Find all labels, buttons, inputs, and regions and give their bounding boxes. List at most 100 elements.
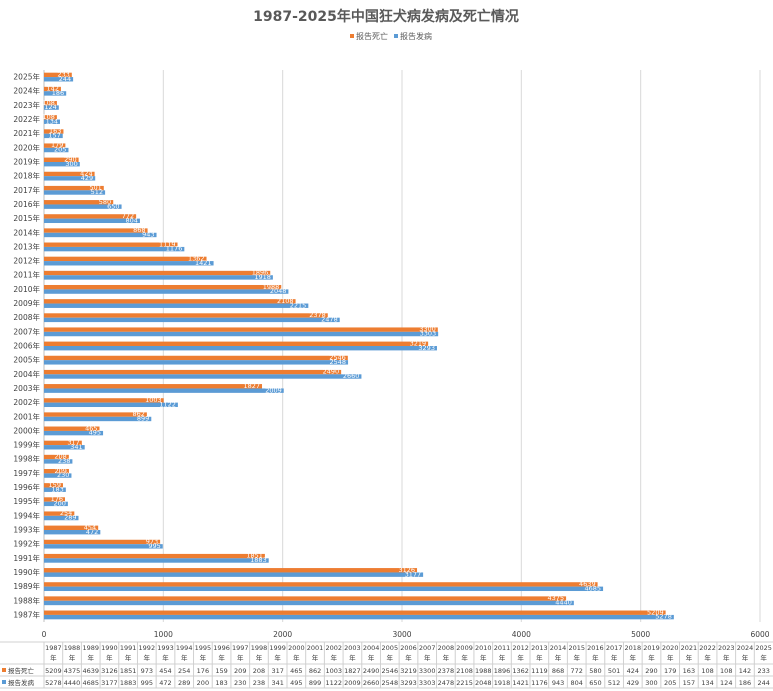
table-value: 943 xyxy=(552,679,564,687)
legend-swatch-1 xyxy=(394,34,398,38)
data-label: 501 xyxy=(89,184,101,192)
data-label: 868 xyxy=(133,226,145,234)
table-value: 868 xyxy=(552,667,564,675)
table-value: 3177 xyxy=(101,679,118,687)
table-value: 580 xyxy=(589,667,601,675)
data-label: 186 xyxy=(52,89,64,97)
bar-death xyxy=(44,284,282,290)
table-header-suffix: 年 xyxy=(573,653,580,662)
table-header-suffix: 年 xyxy=(443,653,450,662)
table-header: 1987 xyxy=(45,644,62,652)
bar-incidence xyxy=(44,388,284,393)
table-header: 1999 xyxy=(269,644,286,652)
table-header-suffix: 年 xyxy=(293,653,300,662)
y-tick-label: 1995年 xyxy=(13,496,40,506)
legend: 报告死亡 报告发病 xyxy=(350,31,432,41)
table-value: 3126 xyxy=(101,667,118,675)
data-label: 254 xyxy=(60,509,72,517)
table-header-suffix: 年 xyxy=(69,653,76,662)
table-value: 233 xyxy=(757,667,769,675)
y-tick-label: 2003年 xyxy=(13,383,40,393)
bar-incidence xyxy=(44,487,66,492)
bar-death xyxy=(44,483,63,488)
bar-death xyxy=(44,185,104,191)
data-label: 995 xyxy=(148,542,160,550)
y-tick-label: 2023年 xyxy=(13,100,40,110)
bar-incidence xyxy=(44,614,674,620)
bar-death xyxy=(44,610,666,615)
data-label: 124 xyxy=(44,103,56,111)
table-series-name: 报告发病 xyxy=(8,678,35,687)
bar-death xyxy=(44,539,161,545)
bar-incidence xyxy=(44,402,178,408)
y-tick-label: 1990年 xyxy=(13,567,40,577)
table-value: 1918 xyxy=(494,679,511,687)
table-header-suffix: 年 xyxy=(555,653,562,662)
data-label: 1896 xyxy=(252,269,269,277)
table-value: 209 xyxy=(234,667,246,675)
y-tick-label: 1992年 xyxy=(13,539,40,549)
table-header: 1998 xyxy=(251,644,268,652)
data-label: 5209 xyxy=(647,608,664,616)
table-header-suffix: 年 xyxy=(312,653,319,662)
table-header: 2003 xyxy=(344,644,361,652)
data-label: 289 xyxy=(64,514,76,522)
data-label: 2108 xyxy=(277,297,294,305)
table-value: 4685 xyxy=(82,679,99,687)
table-series-swatch xyxy=(2,668,6,672)
bar-incidence xyxy=(44,360,349,365)
table-value: 4639 xyxy=(82,667,99,675)
table-header: 1990 xyxy=(101,644,118,652)
data-label: 179 xyxy=(51,141,63,149)
table-value: 2478 xyxy=(438,679,455,687)
table-value: 108 xyxy=(701,667,713,675)
data-label: 134 xyxy=(46,117,58,125)
data-label: 290 xyxy=(64,155,76,163)
table-header: 2022 xyxy=(699,644,716,652)
table-header: 2019 xyxy=(643,644,660,652)
table-header: 2021 xyxy=(681,644,698,652)
table-value: 208 xyxy=(253,667,265,675)
y-tick-label: 1996年 xyxy=(13,482,40,492)
table-header-suffix: 年 xyxy=(200,653,207,662)
bar-incidence xyxy=(44,586,604,592)
table-header: 2007 xyxy=(419,644,436,652)
bar-incidence xyxy=(44,572,424,577)
data-label: 899 xyxy=(137,415,149,423)
bar-death xyxy=(44,200,114,205)
data-label: 244 xyxy=(59,75,71,83)
table-value: 2108 xyxy=(456,667,473,675)
table-header: 1996 xyxy=(213,644,230,652)
table-value: 159 xyxy=(215,667,227,675)
data-label: 512 xyxy=(91,188,103,196)
data-label: 1827 xyxy=(243,382,260,390)
data-label: 1918 xyxy=(254,273,271,281)
data-label: 2548 xyxy=(330,358,347,366)
table-value: 142 xyxy=(739,667,751,675)
table-value: 2660 xyxy=(363,679,380,687)
table-value: 995 xyxy=(141,679,153,687)
table-series-swatch xyxy=(2,680,6,684)
data-label: 233 xyxy=(57,70,69,78)
table-header-suffix: 年 xyxy=(274,653,281,662)
table-header: 2017 xyxy=(606,644,623,652)
data-label: 208 xyxy=(54,453,66,461)
table-header-suffix: 年 xyxy=(218,653,225,662)
data-label: 973 xyxy=(146,538,158,546)
y-tick-label: 2006年 xyxy=(13,341,40,351)
table-header-suffix: 年 xyxy=(461,653,468,662)
table-header-suffix: 年 xyxy=(536,653,543,662)
table-header: 2023 xyxy=(718,644,735,652)
y-tick-label: 1994年 xyxy=(13,510,40,520)
y-tick-label: 2011年 xyxy=(13,270,40,280)
data-label: 4375 xyxy=(548,594,565,602)
y-tick-label: 1993年 xyxy=(13,525,40,535)
bar-incidence xyxy=(44,544,163,549)
bar-death xyxy=(44,426,100,431)
table-header: 2016 xyxy=(587,644,604,652)
data-label: 1176 xyxy=(166,245,183,253)
x-tick-label: 4000 xyxy=(512,630,531,639)
bar-incidence xyxy=(44,261,214,266)
data-label: 1119 xyxy=(159,240,176,248)
table-header-suffix: 年 xyxy=(144,653,151,662)
